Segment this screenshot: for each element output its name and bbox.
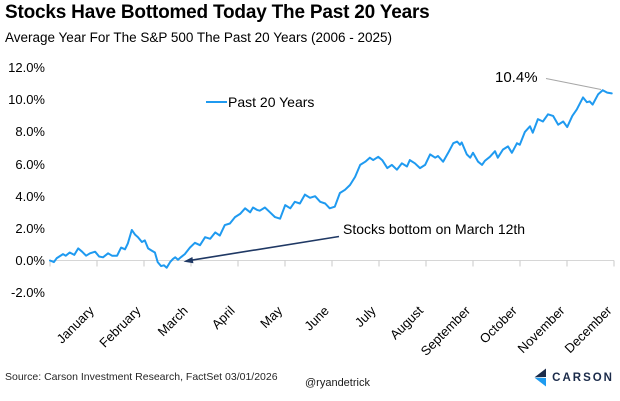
legend-label: Past 20 Years [228,93,315,110]
annotation-bottom-text: Stocks bottom on March 12th [343,221,526,237]
carson-logo-text: CARSON [552,371,614,384]
carson-logo-icon [534,368,547,387]
source-text: Source: Carson Investment Research, Fact… [5,371,278,383]
y-axis-tick-label: 8.0% [15,124,45,140]
twitter-handle: @ryandetrick [305,377,370,389]
series-line-past-20-years [49,89,613,269]
legend-line-swatch-icon [206,100,227,103]
y-axis-tick-label: 12.0% [8,60,45,76]
annotation-final-value: 10.4% [495,69,538,86]
final-value-leader-line [545,78,602,90]
carson-logo: CARSON [532,368,614,387]
chart-title: Stocks Have Bottomed Today The Past 20 Y… [5,2,430,23]
chart-subtitle: Average Year For The S&P 500 The Past 20… [5,30,393,45]
y-axis-tick-label: -2.0% [11,285,45,301]
y-axis-tick-label: 6.0% [15,156,45,172]
bottom-annotation-arrow-line [189,235,340,262]
bottom-annotation-arrowhead-icon [183,257,194,264]
y-axis-tick-label: 2.0% [15,220,45,236]
y-axis-tick-label: 4.0% [15,188,45,204]
legend: Past 20 Years [206,93,314,110]
y-axis-tick-label: 10.0% [8,92,45,108]
y-axis-tick-label: 0.0% [15,253,45,268]
